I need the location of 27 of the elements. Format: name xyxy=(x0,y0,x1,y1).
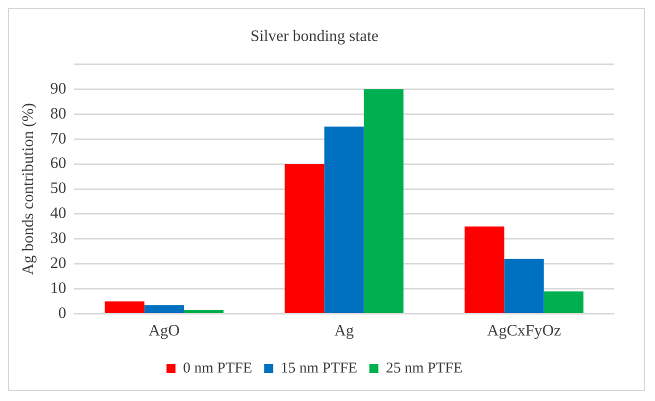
y-tick-label: 30 xyxy=(50,230,66,248)
bar xyxy=(284,164,324,314)
y-tick-label: 20 xyxy=(50,255,66,272)
y-tick-label: 50 xyxy=(50,180,66,198)
legend-label: 0 nm PTFE xyxy=(182,360,252,376)
y-tick-label: 60 xyxy=(50,155,66,172)
chart-title: Silver bonding state xyxy=(250,28,378,45)
bar xyxy=(504,258,544,314)
y-tick-label: 80 xyxy=(50,105,66,122)
y-tick-label: 40 xyxy=(50,205,66,222)
y-tick-label: 70 xyxy=(50,130,66,148)
bar xyxy=(184,310,224,314)
y-tick-label: 90 xyxy=(50,80,66,98)
y-tick-label: 0 xyxy=(58,305,66,322)
x-tick-label: Ag xyxy=(334,322,354,340)
y-tick-label: 10 xyxy=(50,280,66,298)
legend-label: 15 nm PTFE xyxy=(280,360,358,376)
x-tick-label: AgO xyxy=(148,322,180,340)
x-tick-label: AgCxFyOz xyxy=(487,322,561,340)
bar xyxy=(144,305,184,314)
bar xyxy=(464,226,504,314)
bar xyxy=(544,291,584,314)
bar xyxy=(364,89,404,314)
bar xyxy=(324,126,364,314)
y-axis-title: Ag bonds contribution (%) xyxy=(20,103,37,275)
bar xyxy=(104,301,144,314)
legend-label: 25 nm PTFE xyxy=(386,360,463,376)
